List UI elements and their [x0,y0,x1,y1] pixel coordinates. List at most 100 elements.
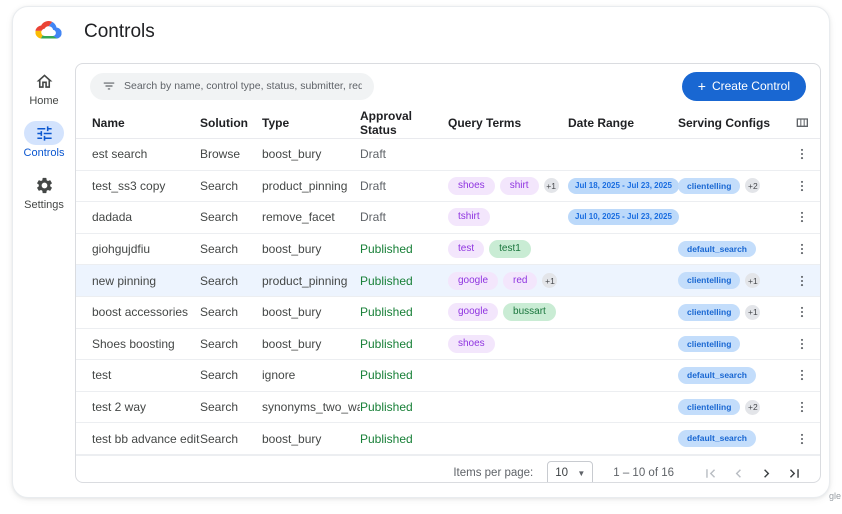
column-header-approval-status: Approval Status [360,109,413,137]
table-row[interactable]: test bb advance editor Search boost_bury Pu… [76,423,820,455]
cell-query-terms: shoes shirt +1 [448,176,568,195]
serving-config-chip: clientelling [678,398,741,416]
table-row[interactable]: test Search ignore Published default_search [76,360,820,392]
home-icon [24,69,64,93]
kebab-menu-icon [800,433,804,444]
previous-page-button[interactable] [726,461,750,482]
table-row[interactable]: dadada Search remove_facet Draft tshirt Jul 1… [76,202,820,234]
first-page-button[interactable] [698,461,722,482]
column-settings-button[interactable] [794,115,810,131]
cell-approval-status: Published [360,273,413,288]
last-page-button[interactable] [782,461,806,482]
cell-name: boost accessories [92,305,189,320]
watermark-text: gle [828,491,841,501]
column-header-serving-configs: Serving Configs [678,116,771,130]
chevron-down-icon: ▼ [577,468,586,478]
table-row[interactable]: Shoes boosting Search boost_bury Published s… [76,329,820,361]
row-menu-button[interactable] [791,206,813,228]
cell-serving-configs: clientelling +2 [678,398,784,416]
search-bar[interactable] [90,72,374,100]
sidebar-item-settings[interactable]: Settings [24,173,64,211]
tune-icon [24,121,64,145]
row-menu-button[interactable] [791,396,813,418]
kebab-menu-icon [800,370,804,381]
more-count-badge: +1 [745,304,761,320]
column-header-date-range: Date Range [568,116,635,130]
last-page-icon [789,469,799,478]
table-row[interactable]: giohgujdfiu Search boost_bury Published test… [76,234,820,266]
query-term-chip: shirt [499,176,539,195]
cell-query-terms: test test1 [448,240,568,259]
cell-approval-status: Published [360,305,413,320]
kebab-menu-icon [800,275,804,286]
row-menu-button[interactable] [791,333,813,355]
cell-name: est search [92,147,148,162]
sidebar-item-controls[interactable]: Controls [24,121,64,159]
table-row[interactable]: est search Browse boost_bury Draft [76,139,820,171]
cell-serving-configs: default_search [678,367,784,384]
chevron-right-icon [763,469,769,478]
cell-solution: Browse [200,147,241,162]
search-input[interactable] [124,80,362,92]
query-term-chip: shoes [448,334,495,353]
row-menu-button[interactable] [791,301,813,323]
pagination-range: 1 – 10 of 16 [613,467,674,480]
column-header-solution: Solution [200,116,248,130]
kebab-menu-icon [800,149,804,160]
cell-solution: Search [200,210,239,225]
serving-config-chip: clientelling [678,272,741,289]
table-row[interactable]: test_ss3 copy Search product_pinning Draft s… [76,171,820,203]
row-menu-button[interactable] [791,175,813,197]
cell-type: synonyms_two_way [262,400,360,415]
cell-query-terms: google bussart [448,303,568,322]
cell-solution: Search [200,400,239,415]
first-page-icon [705,469,715,478]
more-count-badge: +2 [745,178,761,194]
create-control-button[interactable]: + Create Control [681,71,806,101]
cell-name: new pinning [92,273,157,288]
cell-type: boost_bury [262,336,322,351]
cell-name: Shoes boosting [92,336,175,351]
table-row[interactable]: new pinning Search product_pinning Publishe… [76,265,820,297]
filter-icon [103,82,115,90]
cell-type: boost_bury [262,147,322,162]
query-term-chip: bussart [503,303,556,322]
cell-approval-status: Published [360,242,413,257]
cell-query-terms: shoes [448,334,568,353]
cell-solution: Search [200,273,239,288]
date-range-chip: Jul 10, 2025 - Jul 23, 2025 [568,209,679,226]
cell-query-terms: google red +1 [448,271,568,290]
cell-solution: Search [200,242,239,257]
row-menu-button[interactable] [791,143,813,165]
kebab-menu-icon [800,212,804,223]
items-per-page-select[interactable]: 10 ▼ [547,460,594,482]
sidebar-item-label: Settings [24,199,64,211]
cell-solution: Search [200,305,239,320]
kebab-menu-icon [800,180,804,192]
row-menu-button[interactable] [791,238,813,260]
sidebar-item-home[interactable]: Home [24,69,64,107]
cell-type: boost_bury [262,242,322,257]
query-term-chip: shoes [448,176,495,195]
next-page-button[interactable] [754,461,778,482]
row-menu-button[interactable] [791,364,813,386]
cell-name: giohgujdfiu [92,242,151,257]
serving-config-chip: clientelling [678,335,741,353]
kebab-menu-icon [800,307,804,318]
google-cloud-logo [35,21,62,43]
table-body: est search Browse boost_bury Draft test_ss3 … [76,139,820,455]
table-row[interactable]: boost accessories Search boost_bury Publish… [76,297,820,329]
cell-serving-configs: default_search [678,240,784,258]
cell-type: product_pinning [262,273,348,288]
more-count-badge: +2 [745,399,761,415]
top-bar: Controls [13,7,829,57]
chevron-left-icon [735,469,741,478]
table-row[interactable]: test 2 way Search synonyms_two_way Publishe… [76,392,820,424]
row-menu-button[interactable] [791,270,813,292]
row-menu-button[interactable] [791,428,813,450]
view-columns-icon [796,118,808,127]
cell-solution: Search [200,368,239,383]
cell-approval-status: Draft [360,210,387,225]
kebab-menu-icon [800,243,804,255]
cell-approval-status: Published [360,336,413,351]
